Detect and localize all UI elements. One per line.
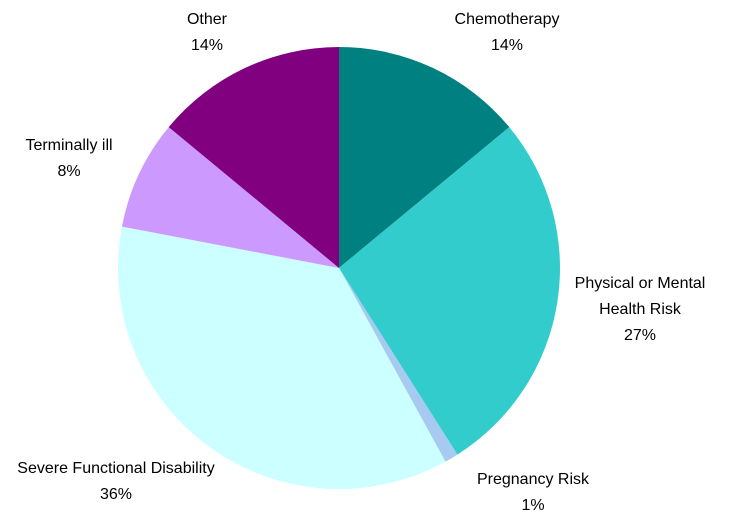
slice-label: Other 14%	[147, 7, 267, 59]
category-name: Chemotherapy	[454, 11, 560, 28]
pie-slice	[339, 47, 510, 268]
category-name: Pregnancy Risk	[476, 471, 590, 488]
value-label: 36%	[99, 486, 133, 503]
category-name: Other	[186, 11, 227, 28]
value-label: 14%	[190, 37, 224, 54]
value-label: 27%	[623, 327, 657, 344]
category-name: Severe Functional Disability	[17, 460, 215, 477]
slice-label: Physical or Mental Health Risk 27%	[555, 271, 725, 349]
slice-label: Pregnancy Risk 1%	[433, 467, 633, 519]
value-label: 14%	[490, 37, 524, 54]
pie-slice	[339, 268, 458, 462]
category-name: Physical or Mental Health Risk	[574, 275, 706, 318]
slice-label: Severe Functional Disability 36%	[16, 456, 216, 508]
pie-slice	[339, 127, 561, 455]
slice-label: Chemotherapy 14%	[407, 7, 607, 59]
slice-label: Terminally ill 8%	[0, 133, 149, 185]
pie-slice	[168, 47, 339, 268]
value-label: 1%	[521, 497, 545, 514]
value-label: 8%	[57, 163, 81, 180]
pie-slice	[121, 127, 339, 268]
pie-slice	[118, 226, 446, 489]
category-name: Terminally ill	[25, 137, 113, 154]
